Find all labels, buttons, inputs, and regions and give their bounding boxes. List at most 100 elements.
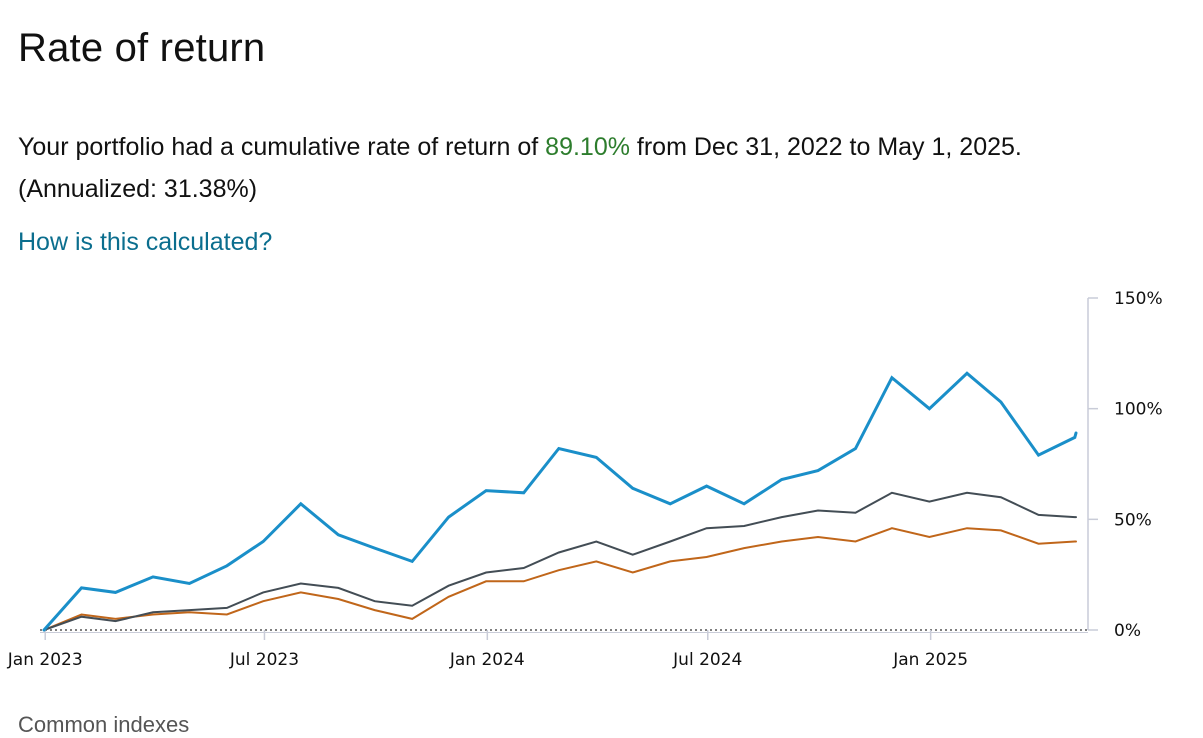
- series-1-point: [854, 447, 857, 450]
- x-tick-label: Jul 2023: [229, 650, 299, 670]
- series-2-point: [1075, 516, 1077, 518]
- series-3-point: [485, 580, 487, 582]
- series-2-point: [80, 616, 83, 618]
- chart-axes: 150% 100% 50% 0% Jan 2023 Jul 2023 Jan 2024 Jul…: [7, 289, 1163, 670]
- series-3-point: [928, 536, 931, 538]
- series-3-point: [595, 560, 597, 562]
- series-2-point: [1074, 516, 1076, 518]
- series-3-point: [632, 571, 634, 574]
- series-3-point: [262, 600, 264, 602]
- series-2-point: [781, 516, 783, 518]
- series-1-point: [152, 576, 154, 578]
- series-1-point: [43, 629, 45, 631]
- series-2-point: [966, 492, 968, 494]
- series-2-point: [300, 582, 302, 585]
- series-2-point: [558, 551, 560, 554]
- series-1-point: [374, 547, 376, 549]
- series-1-point: [966, 372, 968, 374]
- series-1-point: [226, 565, 228, 567]
- series-3-point: [966, 527, 968, 529]
- x-tick-label: Jul 2024: [672, 650, 742, 670]
- series-3-point: [188, 611, 190, 613]
- series-3-point: [374, 609, 376, 611]
- series-1-point: [928, 408, 931, 410]
- series-2-point: [374, 600, 376, 602]
- series-2-point: [485, 571, 487, 574]
- series-3-point: [706, 556, 708, 558]
- annualized-return: (Annualized: 31.38%): [18, 175, 258, 203]
- series-1-point: [558, 447, 560, 450]
- series-line-1: [42, 371, 1078, 632]
- x-tick-label: Jan 2025: [892, 650, 968, 670]
- series-3-point: [152, 613, 154, 616]
- series-3-point: [669, 560, 671, 562]
- rate-of-return-chart: 150% 100% 50% 0% Jan 2023 Jul 2023 Jan 2024 Jul…: [7, 289, 1163, 670]
- series-2-point: [743, 525, 745, 527]
- series-3-point: [523, 580, 525, 582]
- series-2-point: [262, 591, 264, 593]
- series-3-point: [781, 540, 783, 543]
- series-1-point: [523, 492, 525, 494]
- series-1-point: [337, 534, 339, 536]
- series-1-point: [817, 470, 819, 472]
- series-1-point: [632, 487, 634, 489]
- y-tick-label: 100%: [1114, 400, 1163, 420]
- series-line-3: [43, 527, 1077, 631]
- summary-suffix: from Dec 31, 2022 to May 1, 2025.: [629, 133, 1022, 161]
- how-calculated-link[interactable]: How is this calculated?: [18, 228, 273, 256]
- series-3-point: [891, 527, 893, 529]
- series-2-point: [817, 509, 819, 512]
- series-3-point: [1074, 540, 1076, 543]
- series-line-2: [43, 491, 1077, 631]
- series-3-point: [558, 569, 560, 571]
- series-2-point: [448, 585, 450, 587]
- series-1-point: [411, 560, 413, 562]
- series-3-point: [1075, 540, 1077, 543]
- series-2-point: [188, 609, 190, 611]
- series-3-point: [80, 613, 83, 616]
- series-2-point: [706, 527, 708, 529]
- return-summary: Your portfolio had a cumulative rate of …: [18, 126, 1203, 210]
- series-3-point: [854, 540, 857, 543]
- series-2-point: [411, 605, 413, 607]
- series-3-point: [1000, 529, 1002, 531]
- series-3-point: [1037, 543, 1040, 545]
- series-1-point: [781, 478, 783, 481]
- y-tick-label: 150%: [1114, 289, 1163, 309]
- summary-prefix: Your portfolio had a cumulative rate of …: [18, 133, 546, 161]
- series-2-point: [928, 501, 931, 503]
- series-3-point: [448, 596, 450, 598]
- series-2-point: [337, 587, 339, 589]
- series-2-point: [114, 620, 117, 622]
- series-2-point: [891, 492, 893, 494]
- series-1-point: [300, 503, 302, 505]
- series-1-point: [891, 377, 893, 379]
- chart-series: [42, 371, 1078, 632]
- series-1-point: [1000, 401, 1002, 403]
- series-1-point: [743, 503, 745, 505]
- series-3-point: [337, 598, 339, 600]
- cumulative-return-value: 89.10%: [545, 133, 630, 161]
- series-3-point: [114, 618, 117, 620]
- series-1-point: [1075, 432, 1077, 434]
- series-2-point: [152, 611, 154, 613]
- series-2-point: [595, 540, 597, 543]
- series-1-point: [595, 456, 597, 458]
- x-tick-label: Jan 2023: [7, 650, 83, 670]
- page-title: Rate of return: [18, 26, 266, 70]
- series-2-point: [226, 607, 228, 609]
- summary-line: Your portfolio had a cumulative rate of …: [18, 126, 1203, 168]
- series-2-point: [632, 554, 634, 556]
- series-2-point: [854, 512, 857, 514]
- series-2-point: [523, 567, 525, 569]
- series-1-point: [262, 540, 264, 543]
- series-1-point: [188, 582, 190, 585]
- series-1-point: [1074, 436, 1076, 438]
- series-2-point: [669, 540, 671, 543]
- series-3-point: [817, 536, 819, 538]
- series-3-point: [411, 618, 413, 620]
- series-3-point: [743, 547, 745, 549]
- series-3-point: [300, 591, 302, 593]
- series-1-point: [1037, 454, 1040, 456]
- y-tick-label: 50%: [1114, 510, 1152, 530]
